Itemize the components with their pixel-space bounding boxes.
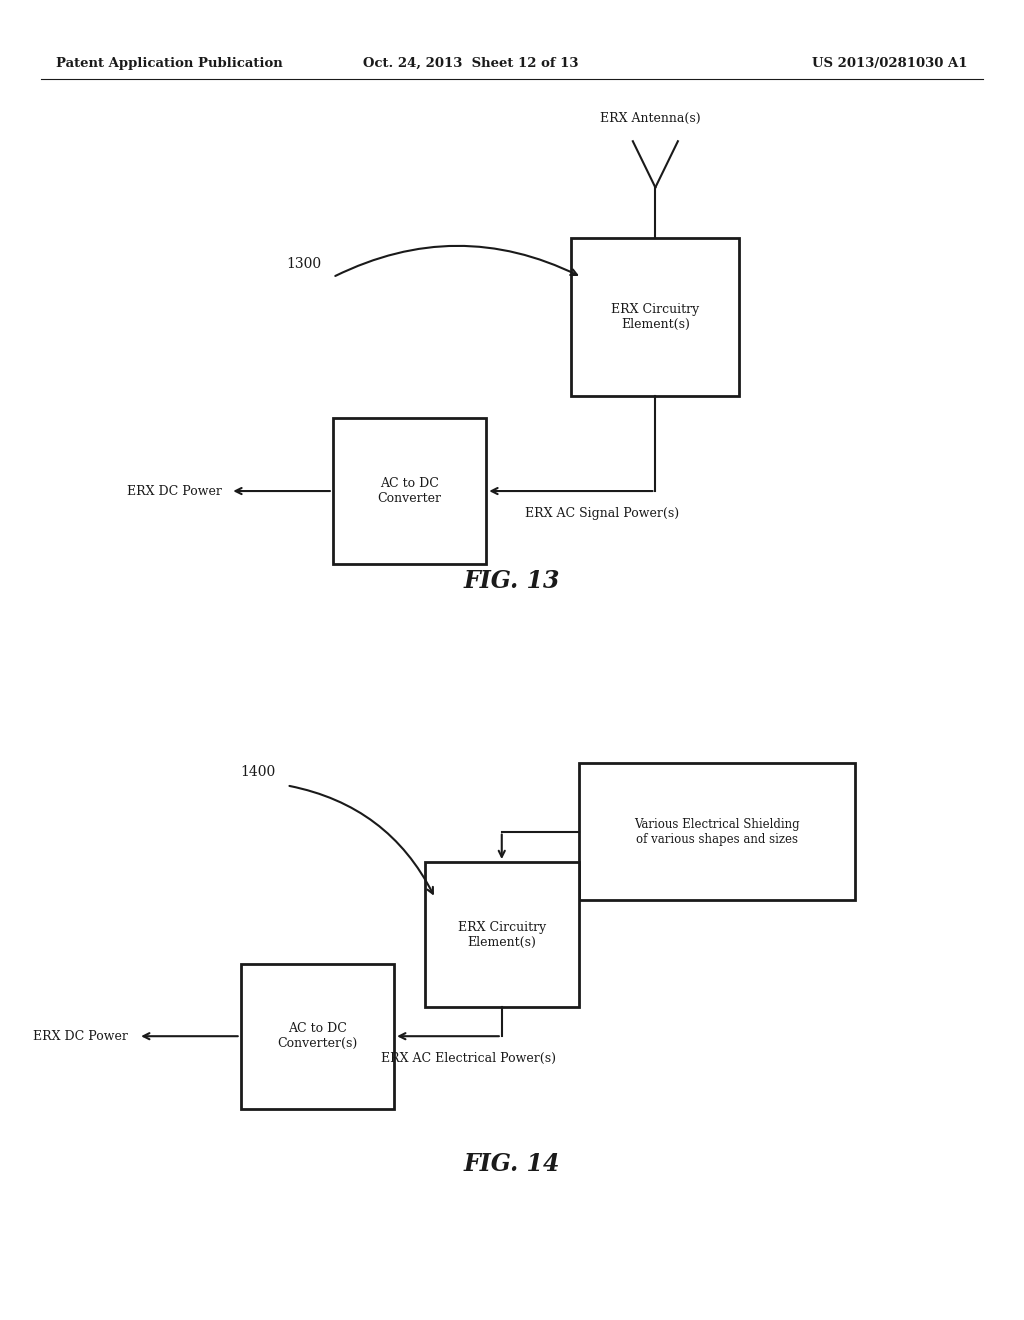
Text: 1300: 1300	[287, 257, 322, 271]
Text: ERX Circuitry
Element(s): ERX Circuitry Element(s)	[611, 302, 699, 331]
Text: FIG. 14: FIG. 14	[464, 1152, 560, 1176]
Text: FIG. 13: FIG. 13	[464, 569, 560, 593]
Bar	[333, 418, 486, 564]
Text: ERX AC Electrical Power(s): ERX AC Electrical Power(s)	[381, 1052, 556, 1065]
Text: ERX Antenna(s): ERX Antenna(s)	[600, 112, 700, 125]
Text: US 2013/0281030 A1: US 2013/0281030 A1	[812, 57, 968, 70]
Bar	[241, 964, 394, 1109]
Bar	[579, 763, 855, 900]
Text: Patent Application Publication: Patent Application Publication	[56, 57, 283, 70]
Text: AC to DC
Converter(s): AC to DC Converter(s)	[278, 1022, 357, 1051]
Bar	[425, 862, 579, 1007]
Text: ERX Circuitry
Element(s): ERX Circuitry Element(s)	[458, 920, 546, 949]
Text: Various Electrical Shielding
of various shapes and sizes: Various Electrical Shielding of various …	[634, 817, 800, 846]
Text: AC to DC
Converter: AC to DC Converter	[378, 477, 441, 506]
Text: ERX DC Power: ERX DC Power	[127, 484, 222, 498]
Text: ERX AC Signal Power(s): ERX AC Signal Power(s)	[524, 507, 679, 520]
Text: Oct. 24, 2013  Sheet 12 of 13: Oct. 24, 2013 Sheet 12 of 13	[364, 57, 579, 70]
Bar	[571, 238, 739, 396]
Text: 1400: 1400	[241, 766, 275, 779]
Text: ERX DC Power: ERX DC Power	[33, 1030, 128, 1043]
